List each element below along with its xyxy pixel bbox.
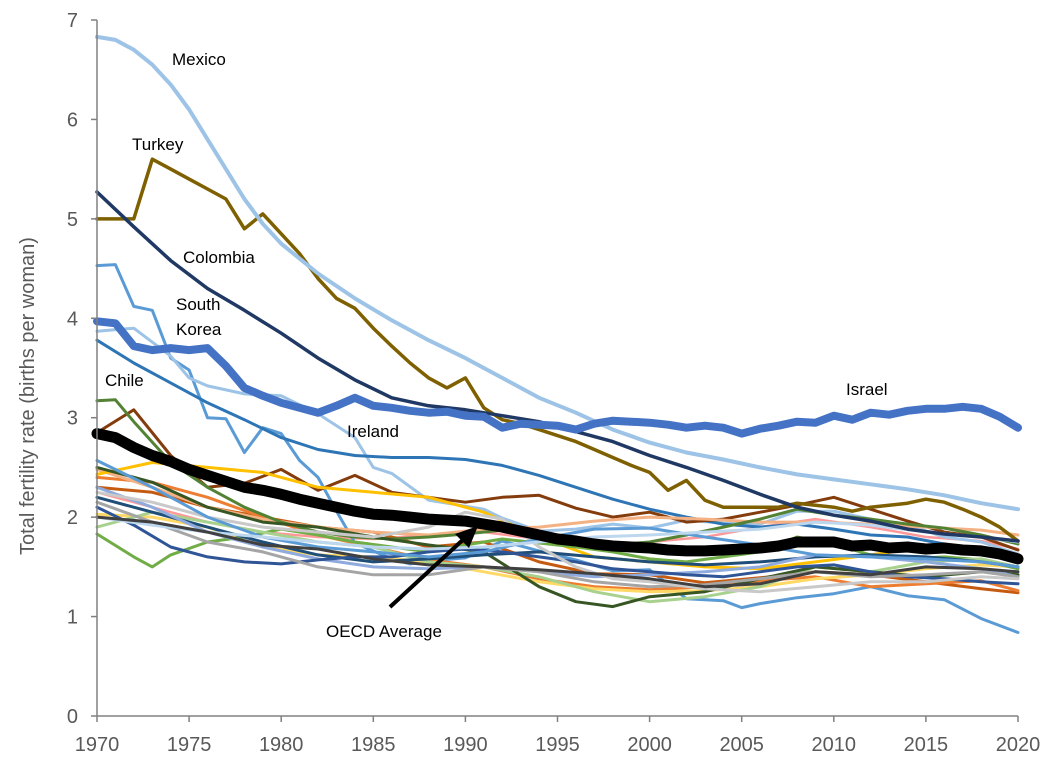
oecd-average-arrow — [388, 526, 478, 609]
x-tick-label: 2020 — [996, 734, 1041, 756]
y-tick-label: 7 — [67, 10, 78, 32]
series-line-country-23 — [95, 459, 1020, 569]
x-tick-label: 1990 — [443, 734, 488, 756]
oecd-average-label: OECD Average — [326, 622, 442, 641]
series-line-country-22 — [95, 490, 1020, 594]
tick-labels: 0 1 2 3 4 5 6 7 1970 1975 1980 1985 1990 1995 2000 2005… — [67, 10, 1040, 756]
chile-label: Chile — [105, 371, 144, 390]
ireland-label: Ireland — [347, 422, 399, 441]
series-line-israel — [93, 317, 1022, 438]
x-tick-label: 1970 — [75, 734, 120, 756]
series-line-country-18 — [95, 495, 1020, 569]
south-korea-label-line2: Korea — [176, 320, 222, 339]
y-tick-label: 1 — [67, 607, 78, 629]
turkey-label: Turkey — [132, 135, 184, 154]
series-line-country-20 — [95, 505, 1020, 586]
x-tick-label: 1985 — [351, 734, 396, 756]
y-tick-label: 0 — [67, 706, 78, 728]
x-tick-label: 1995 — [535, 734, 580, 756]
x-tick-label: 1975 — [167, 734, 212, 756]
axes — [91, 19, 1019, 722]
y-tick-label: 6 — [67, 109, 78, 131]
series-line-oecd-average — [91, 428, 1024, 565]
mexico-label: Mexico — [172, 50, 226, 69]
series-line-mexico — [95, 34, 1020, 512]
y-tick-label: 5 — [67, 209, 78, 231]
y-tick-label: 3 — [67, 408, 78, 430]
series-line-country-16 — [95, 510, 1020, 604]
annotations: Mexico Turkey Colombia South Korea Chile… — [105, 50, 888, 641]
series-line-country-26 — [95, 515, 1020, 589]
colombia-label: Colombia — [183, 248, 255, 267]
x-tick-label: 2000 — [627, 734, 672, 756]
y-tick-label: 4 — [67, 308, 78, 330]
series-line-turkey — [95, 157, 1020, 543]
x-tick-label: 1980 — [259, 734, 304, 756]
series-layer — [91, 34, 1024, 634]
x-tick-label: 2010 — [812, 734, 857, 756]
israel-label: Israel — [846, 380, 888, 399]
series-line-chile — [95, 338, 1020, 565]
x-tick-label: 2015 — [904, 734, 949, 756]
south-korea-label-line1: South — [176, 295, 220, 314]
y-axis-label: Total fertility rate (births per woman) — [17, 237, 39, 555]
series-line-country-21 — [95, 500, 1020, 589]
y-tick-label: 2 — [67, 507, 78, 529]
x-tick-label: 2005 — [719, 734, 764, 756]
